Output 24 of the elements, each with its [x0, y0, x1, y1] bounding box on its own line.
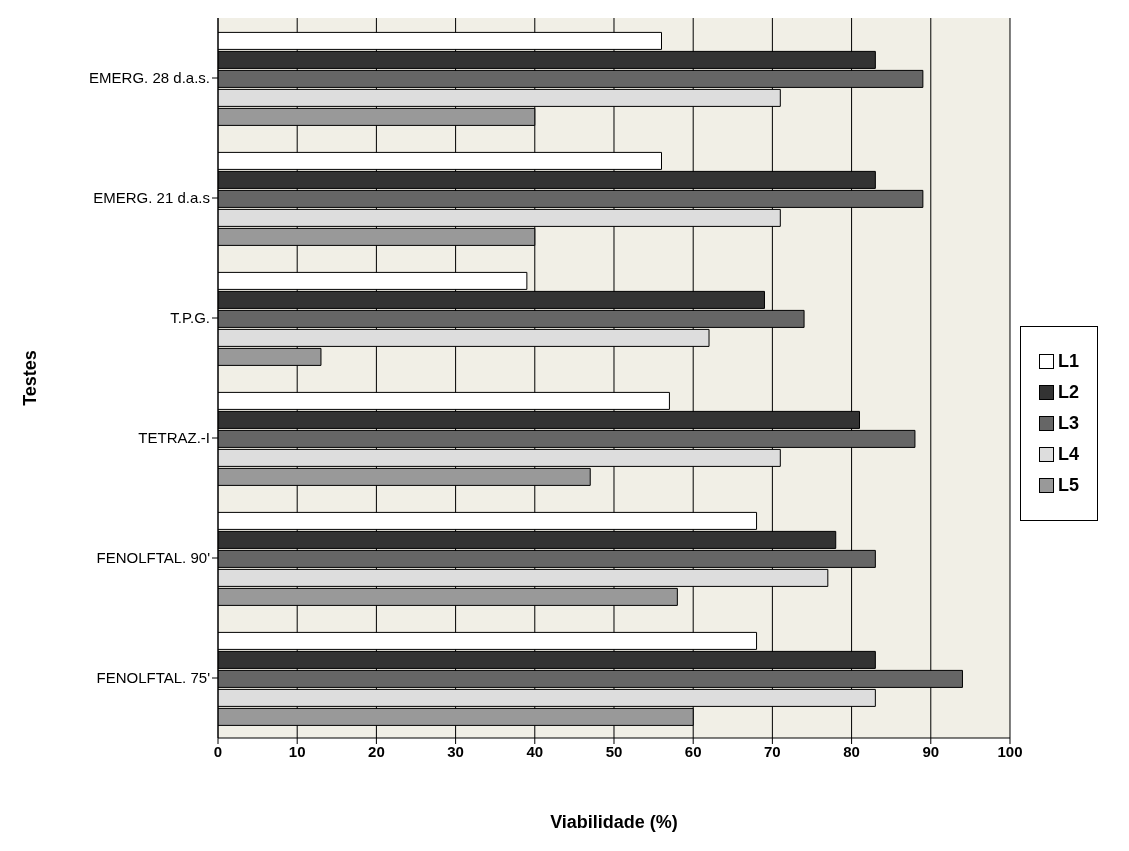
x-tick-label: 30: [447, 742, 464, 760]
x-tick-label: 80: [843, 742, 860, 760]
legend-label: L4: [1057, 443, 1079, 465]
x-tick-label: 50: [605, 742, 623, 760]
y-tick-label: EMERG. 28 d.a.s.: [89, 69, 210, 87]
y-tick-label: FENOLFTAL. 90': [96, 549, 211, 567]
x-tick-label: 70: [764, 742, 781, 760]
x-tick-label: 40: [526, 742, 544, 760]
legend-label: L2: [1057, 381, 1079, 403]
x-axis-title: Viabilidade (%): [550, 812, 678, 832]
x-tick-label: 0: [213, 742, 223, 760]
y-axis-title: Testes: [20, 350, 41, 406]
legend-label: L5: [1057, 474, 1079, 496]
x-tick-label: 20: [368, 742, 385, 760]
x-tick-label: 10: [288, 742, 306, 760]
legend-label: L1: [1057, 350, 1079, 372]
y-tick-label: FENOLFTAL. 75': [96, 669, 211, 687]
legend-label: L3: [1057, 412, 1079, 434]
x-tick-label: 90: [922, 742, 940, 760]
y-tick-label: T.P.G.: [170, 309, 210, 327]
y-tick-label: TETRAZ.-I: [138, 429, 210, 447]
y-tick-label: EMERG. 21 d.a.s: [93, 189, 210, 207]
x-tick-label: 100: [997, 742, 1023, 760]
x-tick-label: 60: [684, 742, 702, 760]
